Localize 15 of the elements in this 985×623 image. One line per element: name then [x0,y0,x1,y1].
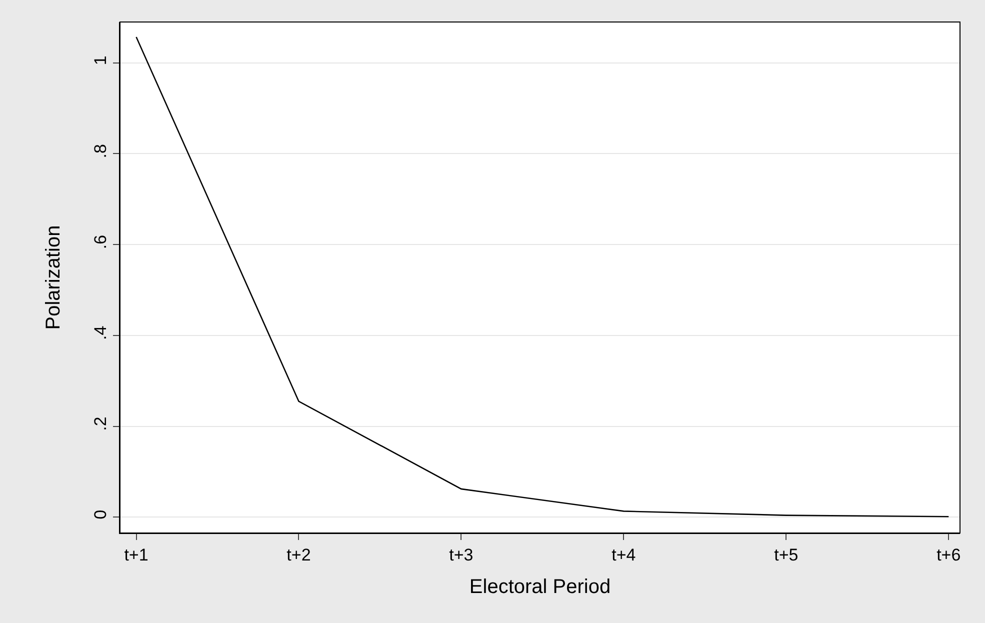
x-tick-label: t+5 [774,545,798,564]
x-tick-label: t+4 [612,545,636,564]
y-axis-title: Polarization [42,225,65,330]
y-tick-label: .4 [91,326,110,340]
x-tick-label: t+2 [286,545,311,564]
y-tick-label: .8 [91,144,110,158]
y-tick-label: .2 [91,416,110,431]
x-axis-title: Electoral Period [469,576,611,598]
y-tick-label: 1 [91,56,110,66]
x-tick-label: t+6 [936,545,961,564]
x-tick-label: t+1 [124,545,148,564]
y-tick-label: 0 [91,510,110,520]
line-series [136,36,950,518]
y-tick-label: .6 [91,234,110,250]
x-tick-label: t+3 [449,545,474,564]
